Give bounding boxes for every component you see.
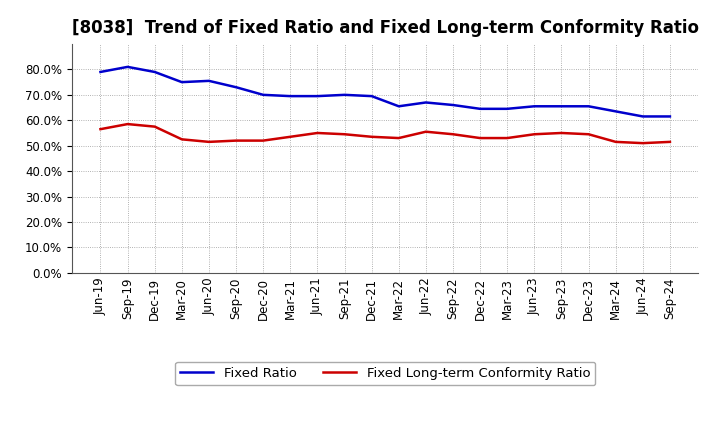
Fixed Long-term Conformity Ratio [476,136,485,141]
Line: Fixed Ratio: Fixed Ratio [101,67,670,117]
Fixed Long-term Conformity Ratio [286,134,294,139]
Fixed Ratio [286,93,294,99]
Fixed Long-term Conformity Ratio [232,138,240,143]
Legend: Fixed Ratio, Fixed Long-term Conformity Ratio: Fixed Ratio, Fixed Long-term Conformity … [175,362,595,385]
Fixed Ratio [313,93,322,99]
Fixed Long-term Conformity Ratio [530,132,539,137]
Fixed Long-term Conformity Ratio [503,136,511,141]
Fixed Long-term Conformity Ratio [639,140,647,146]
Fixed Ratio [530,104,539,109]
Fixed Long-term Conformity Ratio [584,132,593,137]
Fixed Long-term Conformity Ratio [665,139,674,144]
Title: [8038]  Trend of Fixed Ratio and Fixed Long-term Conformity Ratio: [8038] Trend of Fixed Ratio and Fixed Lo… [72,19,698,37]
Fixed Long-term Conformity Ratio [150,124,159,129]
Fixed Ratio [123,64,132,70]
Fixed Ratio [503,106,511,111]
Fixed Ratio [557,104,566,109]
Fixed Ratio [611,109,620,114]
Fixed Ratio [367,93,376,99]
Fixed Ratio [259,92,268,98]
Fixed Ratio [584,104,593,109]
Fixed Long-term Conformity Ratio [449,132,457,137]
Fixed Long-term Conformity Ratio [421,129,430,134]
Fixed Ratio [421,100,430,105]
Fixed Ratio [341,92,349,98]
Fixed Ratio [476,106,485,111]
Fixed Long-term Conformity Ratio [313,130,322,136]
Fixed Ratio [96,70,105,75]
Fixed Long-term Conformity Ratio [395,136,403,141]
Fixed Ratio [178,80,186,85]
Fixed Ratio [665,114,674,119]
Fixed Long-term Conformity Ratio [341,132,349,137]
Line: Fixed Long-term Conformity Ratio: Fixed Long-term Conformity Ratio [101,124,670,143]
Fixed Long-term Conformity Ratio [367,134,376,139]
Fixed Ratio [639,114,647,119]
Fixed Long-term Conformity Ratio [204,139,213,144]
Fixed Long-term Conformity Ratio [259,138,268,143]
Fixed Long-term Conformity Ratio [557,130,566,136]
Fixed Long-term Conformity Ratio [611,139,620,144]
Fixed Ratio [395,104,403,109]
Fixed Ratio [232,84,240,90]
Fixed Long-term Conformity Ratio [123,121,132,127]
Fixed Ratio [449,103,457,108]
Fixed Long-term Conformity Ratio [178,137,186,142]
Fixed Ratio [204,78,213,84]
Fixed Long-term Conformity Ratio [96,127,105,132]
Fixed Ratio [150,70,159,75]
